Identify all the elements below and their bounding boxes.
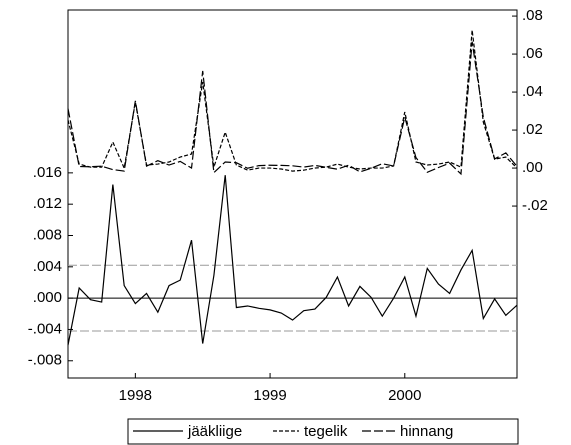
y-tick-label: .016 <box>33 164 62 181</box>
x-tick-label: 1998 <box>119 387 152 404</box>
series-line <box>67 175 518 346</box>
legend-label: tegelik <box>304 423 348 440</box>
series-line <box>67 41 518 176</box>
legend-box <box>127 418 519 445</box>
y-tick-label: -.008 <box>28 352 62 369</box>
y2-tick-label: .08 <box>522 7 543 24</box>
y2-tick-label: .02 <box>522 121 543 138</box>
y-tick-label: .008 <box>33 226 62 243</box>
y2-tick-label: .00 <box>522 159 543 176</box>
x-tick-label: 1999 <box>253 387 286 404</box>
y2-tick-label: .04 <box>522 83 543 100</box>
y-tick-label: .000 <box>33 289 62 306</box>
y-tick-label: .012 <box>33 195 62 212</box>
legend-label: hinnang <box>400 423 453 440</box>
y-tick-label: .004 <box>33 258 62 275</box>
y2-tick-label: .06 <box>522 45 543 62</box>
y-tick-label: -.004 <box>28 320 62 337</box>
series-line <box>67 30 518 172</box>
x-tick-label: 2000 <box>388 387 421 404</box>
plot-frame <box>67 9 518 379</box>
legend-label: jääkliige <box>187 423 242 440</box>
y2-tick-label: -.02 <box>522 197 548 214</box>
